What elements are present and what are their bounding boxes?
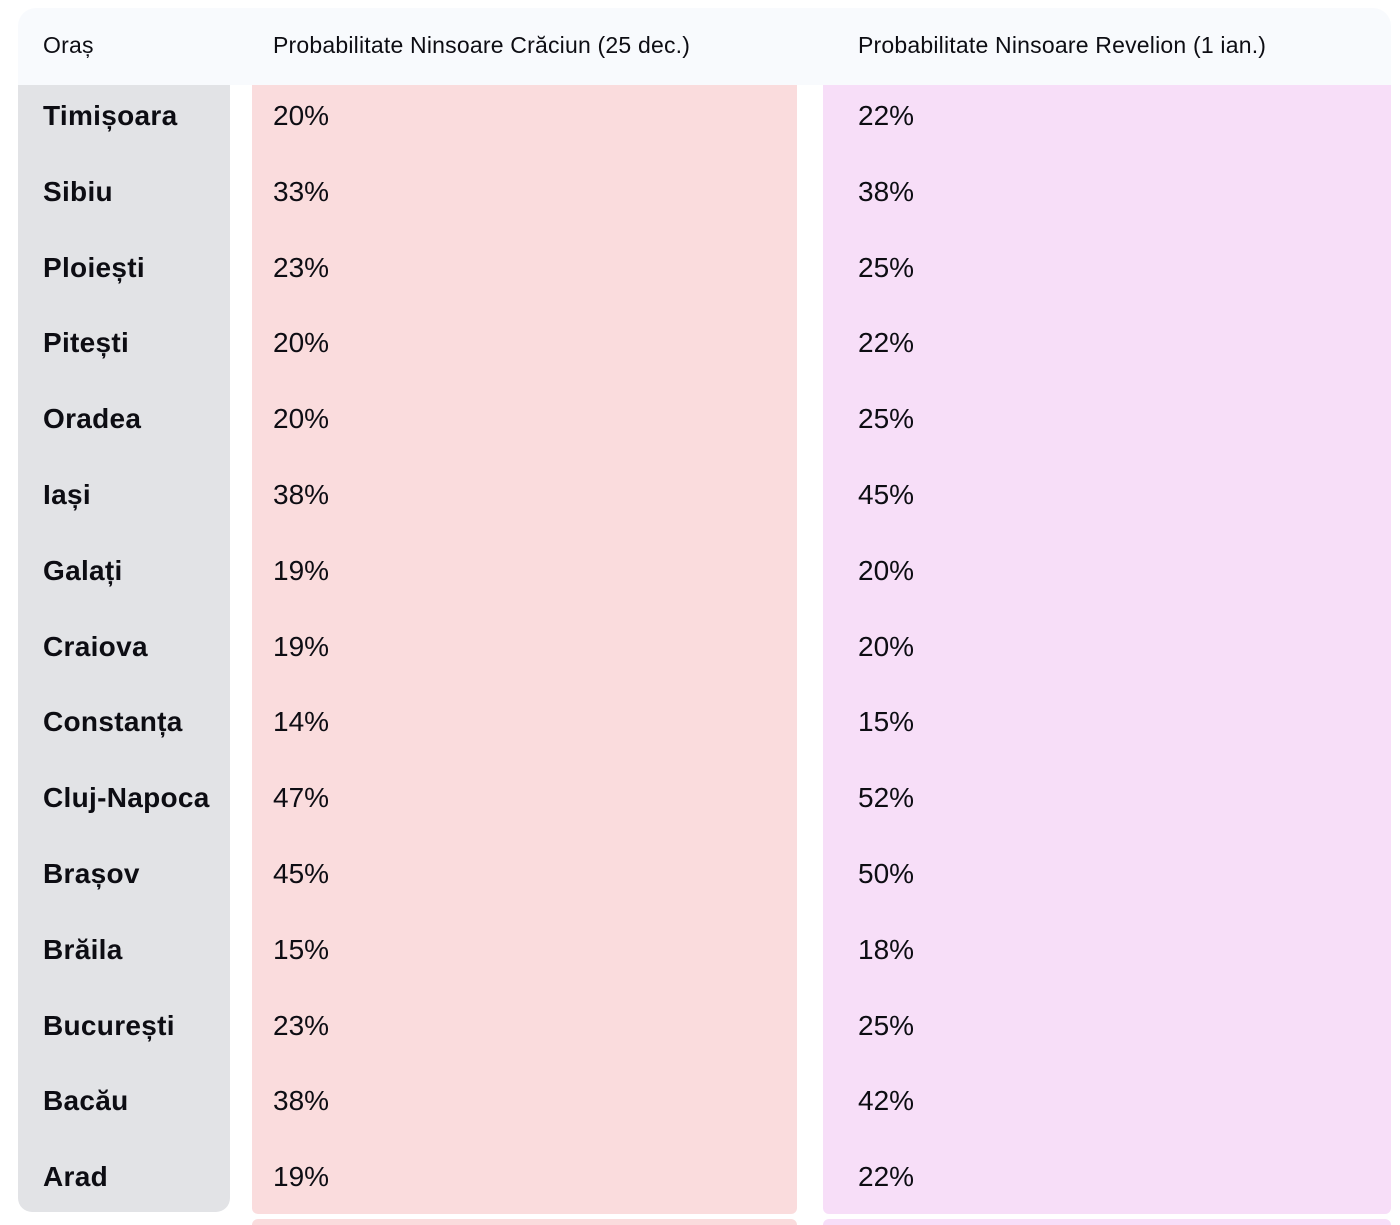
revelion-cell: 42% xyxy=(858,1085,915,1117)
revelion-cell: 25% xyxy=(858,1009,915,1041)
table-row: Craiova 19% 20% xyxy=(18,616,1391,692)
revelion-cell: 25% xyxy=(858,403,915,435)
craciun-cell: 20% xyxy=(273,100,330,131)
craciun-cell: 19% xyxy=(273,630,330,662)
revelion-cell: 15% xyxy=(858,706,915,738)
craciun-cell: 45% xyxy=(273,857,330,889)
city-cell: Pitești xyxy=(43,327,130,359)
city-cell: Timișoara xyxy=(43,100,178,131)
revelion-cell: 50% xyxy=(858,857,915,889)
revelion-cell: 22% xyxy=(858,100,915,131)
revelion-cell: 18% xyxy=(858,933,915,965)
revelion-column-bg xyxy=(823,85,1391,1214)
craciun-cell: 38% xyxy=(273,478,330,510)
craciun-cell: 47% xyxy=(273,782,330,814)
revelion-cell: 38% xyxy=(858,175,915,207)
table-row: Iași 38% 45% xyxy=(18,464,1391,540)
revelion-column-continuation xyxy=(823,1219,1391,1225)
craciun-cell: 20% xyxy=(273,403,330,435)
craciun-cell: 38% xyxy=(273,1085,330,1117)
city-cell: Ploiești xyxy=(43,251,145,283)
table-header-row: Oraș Probabilitate Ninsoare Crăciun (25 … xyxy=(18,8,1391,85)
table-row: Brașov 45% 50% xyxy=(18,843,1391,919)
city-cell: Arad xyxy=(43,1161,108,1193)
revelion-cell: 20% xyxy=(858,630,915,662)
revelion-cell: 52% xyxy=(858,782,915,814)
craciun-cell: 20% xyxy=(273,327,330,359)
table-row: Cluj-Napoca 47% 52% xyxy=(18,767,1391,843)
craciun-cell: 14% xyxy=(273,706,330,738)
table-row: Pitești 20% 22% xyxy=(18,312,1391,388)
city-cell: București xyxy=(43,1009,175,1041)
table-row: Arad 19% 22% xyxy=(18,1146,1391,1222)
city-column-bg xyxy=(18,85,230,1212)
table-row: Constanța 14% 15% xyxy=(18,691,1391,767)
table-row: Bacău 38% 42% xyxy=(18,1070,1391,1146)
craciun-cell: 23% xyxy=(273,251,330,283)
revelion-cell: 20% xyxy=(858,554,915,586)
city-cell: Brăila xyxy=(43,933,123,965)
table-row: Galați 19% 20% xyxy=(18,540,1391,616)
craciun-cell: 33% xyxy=(273,175,330,207)
revelion-cell: 22% xyxy=(858,327,915,359)
craciun-cell: 15% xyxy=(273,933,330,965)
city-cell: Brașov xyxy=(43,857,140,889)
city-cell: Cluj-Napoca xyxy=(43,782,210,814)
table-row: Oradea 20% 25% xyxy=(18,388,1391,464)
city-cell: Galați xyxy=(43,554,123,586)
table-row: Sibiu 33% 38% xyxy=(18,161,1391,237)
city-cell: Sibiu xyxy=(43,175,113,207)
table-row: Brăila 15% 18% xyxy=(18,919,1391,995)
city-cell: Iași xyxy=(43,478,91,510)
revelion-cell: 45% xyxy=(858,478,915,510)
revelion-cell: 25% xyxy=(858,251,915,283)
revelion-cell: 22% xyxy=(858,1161,915,1193)
craciun-cell: 19% xyxy=(273,1161,330,1193)
city-cell: Bacău xyxy=(43,1085,129,1117)
column-header-craciun: Probabilitate Ninsoare Crăciun (25 dec.) xyxy=(273,31,691,58)
city-cell: Craiova xyxy=(43,630,148,662)
craciun-column-bg xyxy=(252,85,797,1214)
table-row: Timișoara 20% 22% xyxy=(18,85,1391,161)
craciun-column-continuation xyxy=(252,1219,797,1225)
craciun-cell: 23% xyxy=(273,1009,330,1041)
table-body: Timișoara 20% 22% Sibiu 33% 38% Ploiești… xyxy=(18,85,1391,1222)
city-cell: Constanța xyxy=(43,706,183,738)
column-header-revelion: Probabilitate Ninsoare Revelion (1 ian.) xyxy=(858,31,1267,58)
column-header-oras: Oraș xyxy=(43,31,94,58)
table-row: București 23% 25% xyxy=(18,995,1391,1071)
city-cell: Oradea xyxy=(43,403,142,435)
table-row: Ploiești 23% 25% xyxy=(18,237,1391,313)
craciun-cell: 19% xyxy=(273,554,330,586)
